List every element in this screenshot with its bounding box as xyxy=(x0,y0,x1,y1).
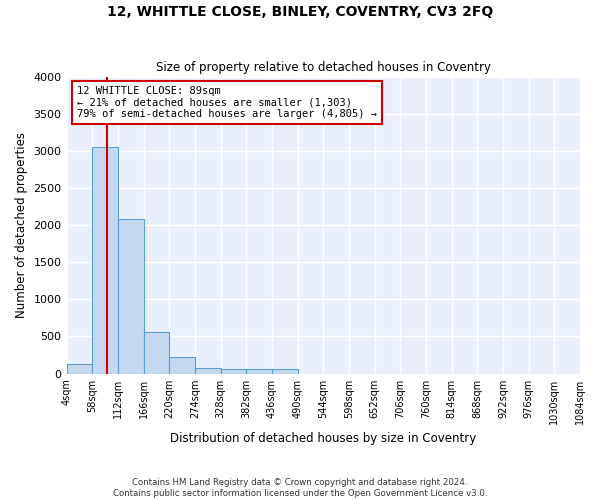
Bar xyxy=(195,368,221,374)
Bar xyxy=(118,220,143,374)
Bar xyxy=(221,369,246,374)
X-axis label: Distribution of detached houses by size in Coventry: Distribution of detached houses by size … xyxy=(170,432,476,445)
Bar xyxy=(272,369,298,374)
Text: 12, WHITTLE CLOSE, BINLEY, COVENTRY, CV3 2FQ: 12, WHITTLE CLOSE, BINLEY, COVENTRY, CV3… xyxy=(107,5,493,19)
Y-axis label: Number of detached properties: Number of detached properties xyxy=(15,132,28,318)
Title: Size of property relative to detached houses in Coventry: Size of property relative to detached ho… xyxy=(156,62,491,74)
Bar xyxy=(246,370,272,374)
Text: Contains HM Land Registry data © Crown copyright and database right 2024.
Contai: Contains HM Land Registry data © Crown c… xyxy=(113,478,487,498)
Bar xyxy=(169,357,195,374)
Bar xyxy=(67,364,92,374)
Text: 12 WHITTLE CLOSE: 89sqm
← 21% of detached houses are smaller (1,303)
79% of semi: 12 WHITTLE CLOSE: 89sqm ← 21% of detache… xyxy=(77,86,377,119)
Bar xyxy=(143,332,169,374)
Bar xyxy=(92,148,118,374)
